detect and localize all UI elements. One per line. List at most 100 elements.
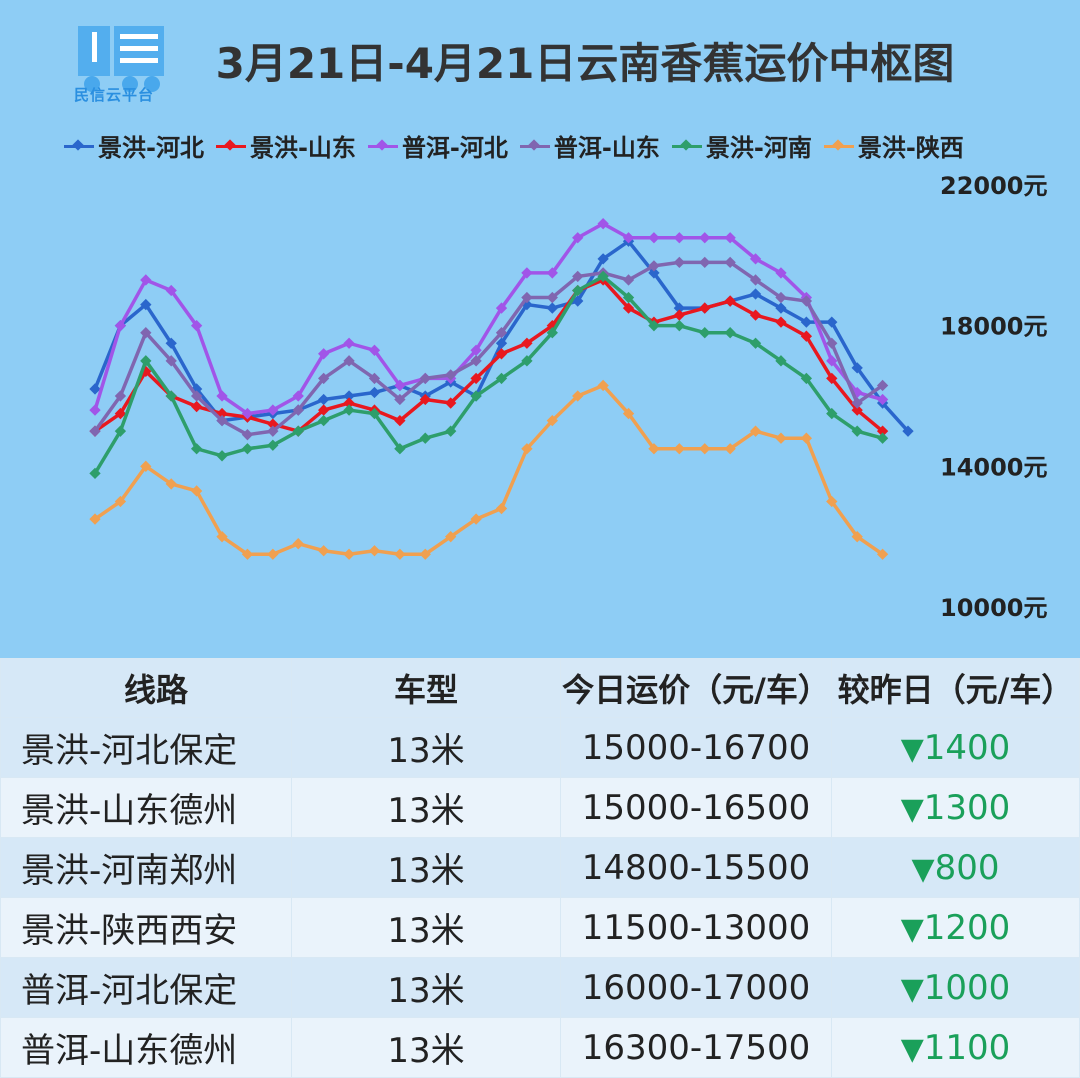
data-point bbox=[775, 316, 787, 328]
data-point bbox=[521, 291, 533, 304]
change-value: 1200 bbox=[923, 907, 1011, 948]
data-point bbox=[419, 393, 431, 406]
data-point bbox=[190, 485, 203, 497]
data-point bbox=[597, 379, 609, 392]
change-value: 1000 bbox=[923, 967, 1011, 1008]
chart-legend: 景洪-河北 景洪-山东 普洱-河北 普洱-山东 景洪-河南 景洪-陕西 bbox=[64, 128, 964, 163]
data-point bbox=[699, 443, 711, 455]
data-point bbox=[89, 404, 101, 416]
data-point bbox=[140, 298, 152, 311]
legend-item: 普洱-河北 bbox=[367, 128, 508, 163]
legend-marker-icon bbox=[671, 139, 702, 153]
data-point bbox=[140, 460, 152, 472]
y-tick-label: 10000元 bbox=[940, 594, 1048, 622]
data-point bbox=[470, 372, 482, 385]
data-point bbox=[343, 397, 355, 409]
data-point bbox=[368, 372, 381, 385]
data-point bbox=[445, 369, 457, 381]
change-cell: ▼1300 bbox=[831, 777, 1080, 838]
price-cell: 15000-16700 bbox=[560, 717, 832, 778]
data-point bbox=[292, 404, 304, 416]
data-point bbox=[495, 327, 508, 339]
data-point bbox=[572, 284, 584, 297]
data-point bbox=[216, 450, 228, 462]
down-triangle-icon: ▼ bbox=[900, 1031, 924, 1067]
y-tick-label: 22000元 bbox=[940, 172, 1048, 200]
data-point bbox=[775, 355, 787, 367]
data-point bbox=[216, 531, 228, 543]
data-point bbox=[724, 443, 736, 455]
data-point bbox=[876, 548, 889, 560]
data-point bbox=[851, 531, 863, 543]
data-point bbox=[495, 348, 508, 360]
price-cell: 15000-16500 bbox=[560, 777, 832, 838]
data-point bbox=[445, 397, 457, 409]
vehicle-type-cell: 13米 bbox=[291, 717, 561, 778]
price-cell: 16300-17500 bbox=[560, 1017, 832, 1078]
header-vehicle-type: 车型 bbox=[291, 658, 561, 718]
data-point bbox=[673, 320, 686, 332]
data-point bbox=[165, 337, 177, 349]
data-point bbox=[876, 425, 889, 437]
down-triangle-icon: ▼ bbox=[900, 731, 924, 767]
price-cell: 14800-15500 bbox=[560, 837, 832, 898]
data-point bbox=[343, 355, 355, 367]
data-point bbox=[470, 355, 482, 367]
data-point bbox=[165, 355, 177, 367]
data-point bbox=[495, 502, 508, 515]
down-triangle-icon: ▼ bbox=[900, 971, 924, 1007]
data-point bbox=[521, 337, 533, 349]
data-point bbox=[673, 256, 686, 269]
data-point bbox=[165, 284, 177, 297]
legend-item: 景洪-山东 bbox=[215, 128, 356, 163]
data-point bbox=[724, 295, 736, 307]
data-point bbox=[292, 390, 304, 402]
data-point bbox=[749, 253, 762, 265]
data-point bbox=[546, 327, 558, 339]
change-cell: ▼800 bbox=[831, 837, 1080, 898]
data-point bbox=[699, 327, 711, 339]
data-point bbox=[800, 432, 813, 444]
data-point bbox=[546, 267, 558, 279]
route-cell: 景洪-陕西西安 bbox=[0, 897, 292, 958]
data-point bbox=[267, 548, 279, 560]
data-point bbox=[851, 362, 863, 374]
change-cell: ▼1400 bbox=[831, 717, 1080, 778]
legend-marker-icon bbox=[64, 139, 94, 153]
data-point bbox=[622, 274, 635, 286]
change-cell: ▼1100 bbox=[831, 1017, 1080, 1078]
data-point bbox=[419, 372, 431, 385]
data-point bbox=[749, 425, 762, 437]
down-triangle-icon: ▼ bbox=[900, 791, 924, 827]
data-point bbox=[851, 397, 863, 409]
data-point bbox=[673, 309, 686, 321]
data-point bbox=[546, 302, 558, 314]
data-point bbox=[597, 253, 609, 265]
data-point bbox=[597, 270, 609, 283]
table-row: 普洱-河北保定 13米 16000-17000 ▼1000 bbox=[0, 957, 1080, 1018]
change-value: 800 bbox=[934, 847, 1000, 888]
data-point bbox=[241, 443, 254, 455]
table-row: 景洪-陕西西安 13米 11500-13000 ▼1200 bbox=[0, 897, 1080, 958]
legend-marker-icon bbox=[823, 139, 854, 153]
legend-label: 普洱-山东 bbox=[553, 134, 660, 162]
legend-item: 景洪-河北 bbox=[64, 128, 204, 163]
data-point bbox=[317, 372, 330, 385]
data-point bbox=[419, 548, 431, 560]
data-point bbox=[876, 393, 889, 406]
data-point bbox=[343, 337, 355, 349]
data-point bbox=[826, 316, 838, 328]
down-triangle-icon: ▼ bbox=[900, 911, 924, 947]
data-point bbox=[851, 404, 863, 416]
data-point bbox=[622, 291, 635, 304]
data-point bbox=[343, 404, 355, 416]
change-cell: ▼1200 bbox=[831, 897, 1080, 958]
data-point bbox=[140, 327, 152, 339]
down-triangle-icon: ▼ bbox=[911, 851, 935, 887]
data-point bbox=[317, 414, 330, 427]
data-point bbox=[775, 291, 787, 304]
data-point bbox=[622, 302, 635, 314]
data-point bbox=[292, 425, 304, 437]
data-point bbox=[495, 372, 508, 385]
legend-label: 景洪-山东 bbox=[249, 134, 356, 162]
